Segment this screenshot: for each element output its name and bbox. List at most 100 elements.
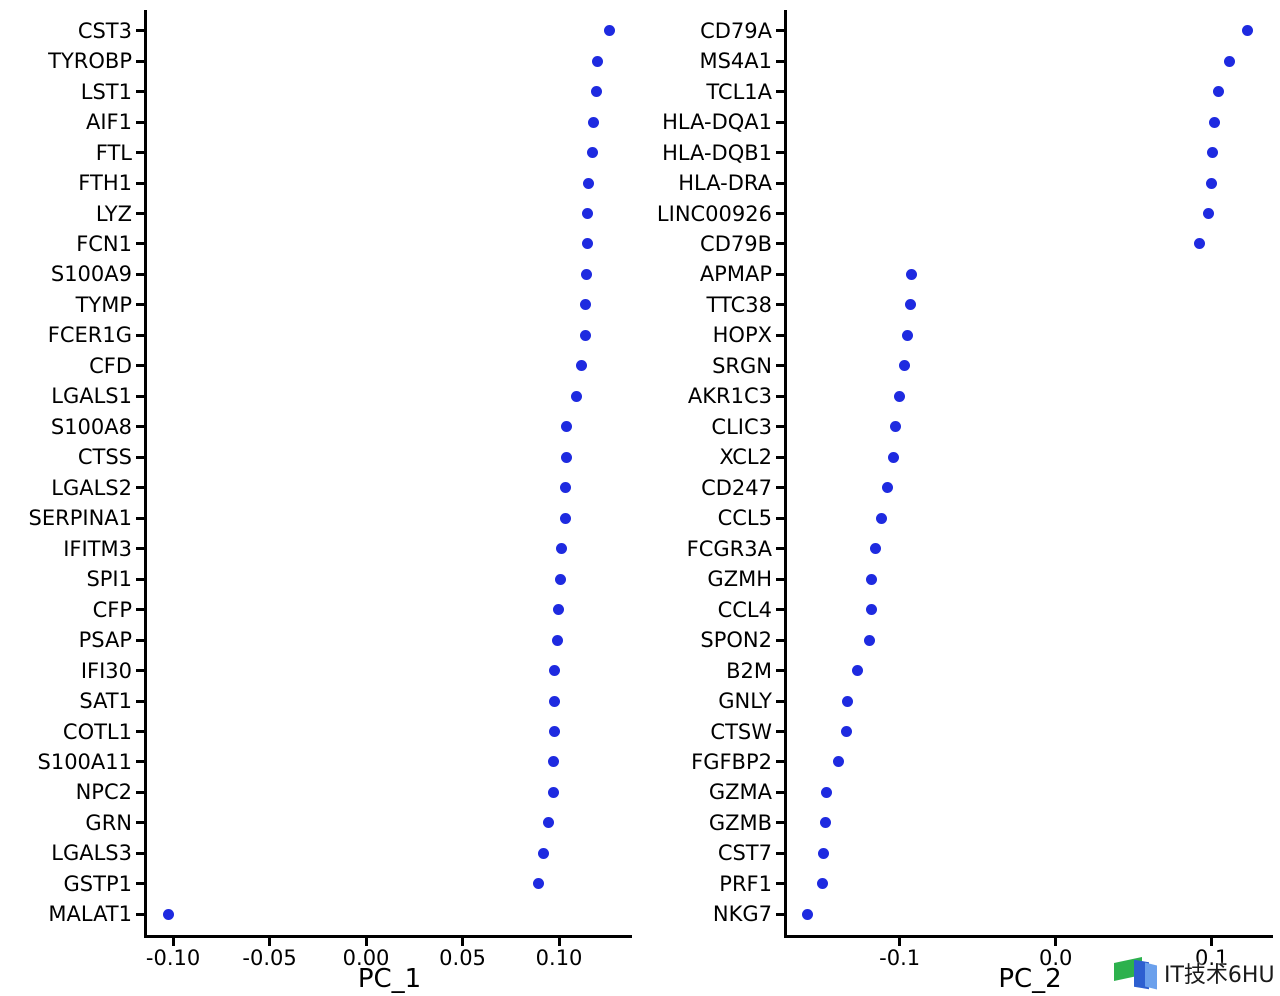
- gene-label: AKR1C3: [687, 384, 772, 409]
- gene-label: CST3: [77, 18, 132, 43]
- gene-label: S100A8: [50, 414, 132, 439]
- gene-label: MALAT1: [48, 902, 132, 927]
- loading-dot: [542, 817, 554, 829]
- gene-label: SERPINA1: [28, 506, 132, 531]
- gene-label: FCER1G: [47, 323, 132, 348]
- gene-label: S100A11: [37, 749, 133, 774]
- x-tick: [364, 938, 368, 946]
- y-axis-spine: [144, 10, 147, 938]
- y-tick: [136, 90, 144, 94]
- x-tick-label: -0.10: [145, 946, 201, 970]
- y-tick: [776, 272, 784, 276]
- gene-label: FCGR3A: [686, 536, 772, 561]
- y-tick: [776, 394, 784, 398]
- x-tick: [1210, 938, 1214, 946]
- gene-label: LYZ: [95, 201, 132, 226]
- loading-dot: [841, 726, 853, 737]
- gene-label: COTL1: [62, 719, 132, 744]
- loading-dot: [560, 482, 572, 494]
- y-tick: [136, 364, 144, 368]
- y-tick: [776, 669, 784, 673]
- y-tick: [776, 181, 784, 185]
- gene-label: GNLY: [718, 689, 772, 714]
- x-tick-label: 0.10: [535, 946, 583, 970]
- y-tick: [136, 882, 144, 886]
- x-tick-label: -0.1: [879, 946, 921, 970]
- y-tick: [776, 425, 784, 429]
- y-tick: [136, 547, 144, 551]
- y-tick: [136, 59, 144, 63]
- loading-dot: [1213, 86, 1225, 98]
- y-tick: [776, 364, 784, 368]
- x-tick: [898, 938, 902, 946]
- logo-lightblue-panel: [1145, 962, 1157, 990]
- gene-label: CLIC3: [711, 414, 772, 439]
- loading-dot: [537, 847, 549, 859]
- y-tick: [776, 608, 784, 612]
- loading-dot: [866, 604, 878, 616]
- loading-dot: [1205, 177, 1217, 189]
- loading-dot: [869, 543, 881, 555]
- y-tick: [776, 151, 784, 155]
- gene-label: TYROBP: [48, 49, 132, 74]
- watermark-logo-icon: [1112, 956, 1164, 996]
- loading-dot: [1223, 55, 1235, 67]
- loading-dot: [575, 360, 587, 372]
- loading-dot: [906, 268, 918, 280]
- y-tick: [136, 669, 144, 673]
- gene-label: IFI30: [80, 658, 132, 683]
- gene-label: GZMH: [707, 567, 772, 592]
- x-tick: [557, 938, 561, 946]
- gene-label: HLA-DQA1: [662, 110, 772, 135]
- y-tick: [136, 608, 144, 612]
- loading-dot: [817, 878, 829, 890]
- x-tick-label: -0.05: [242, 946, 297, 970]
- x-axis-label: PC_2: [998, 964, 1062, 994]
- watermark-text: IT技术6HU: [1164, 963, 1275, 988]
- y-tick: [776, 455, 784, 459]
- loading-dot: [579, 299, 591, 311]
- loading-dot: [570, 390, 582, 402]
- loading-dot: [833, 756, 845, 768]
- loading-dot: [866, 573, 878, 585]
- gene-label: FGFBP2: [691, 749, 772, 774]
- gene-label: CD79B: [700, 231, 772, 256]
- y-tick: [136, 760, 144, 764]
- gene-label: LGALS3: [51, 841, 132, 866]
- y-tick: [136, 303, 144, 307]
- gene-label: CTSW: [710, 719, 772, 744]
- x-axis-spine: [784, 935, 1273, 938]
- loading-dot: [899, 360, 911, 372]
- y-tick: [776, 516, 784, 520]
- gene-label: LGALS1: [51, 384, 132, 409]
- loading-dot: [547, 756, 559, 768]
- gene-label: IFITM3: [63, 536, 132, 561]
- gene-label: CTSS: [77, 445, 132, 470]
- y-tick: [776, 912, 784, 916]
- y-tick: [776, 59, 784, 63]
- gene-label: HLA-DRA: [678, 171, 772, 196]
- gene-label: HOPX: [712, 323, 772, 348]
- loading-dot: [881, 482, 893, 494]
- gene-label: NKG7: [712, 902, 772, 927]
- loading-dot: [555, 573, 567, 585]
- loading-dot: [548, 726, 560, 737]
- x-tick-label: 0.0: [1038, 946, 1073, 970]
- y-tick: [776, 821, 784, 825]
- gene-label: GZMB: [708, 810, 772, 835]
- loading-dot: [581, 238, 593, 250]
- gene-label: CCL4: [717, 597, 772, 622]
- loading-dot: [552, 634, 564, 646]
- y-tick: [136, 577, 144, 581]
- y-tick: [776, 699, 784, 703]
- gene-label: SPON2: [700, 628, 772, 653]
- watermark: IT技术6HU: [1112, 956, 1280, 996]
- gene-label: CFP: [92, 597, 132, 622]
- y-tick: [776, 638, 784, 642]
- x-tick: [171, 938, 175, 946]
- y-tick: [136, 821, 144, 825]
- x-tick-label: 0.05: [439, 946, 486, 970]
- gene-label: SAT1: [79, 689, 132, 714]
- y-tick: [776, 120, 784, 124]
